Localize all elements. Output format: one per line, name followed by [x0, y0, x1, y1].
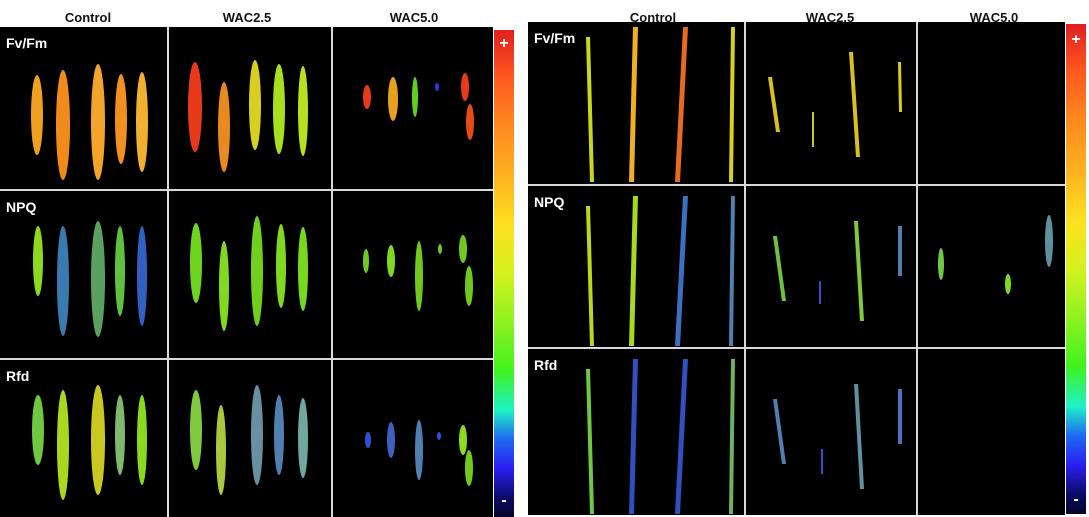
right-colorbar-minus: - — [1073, 491, 1079, 508]
leaf-images — [768, 52, 902, 157]
leaf-images — [773, 384, 902, 489]
leaf-images — [188, 60, 308, 172]
left-col-header-control: Control — [64, 10, 112, 25]
right-col-header-wac25: WAC2.5 — [805, 10, 855, 25]
right-cell-rfd-wac25 — [746, 349, 916, 515]
leaf-images — [586, 27, 735, 182]
leaf-images — [32, 385, 147, 500]
left-cell-npq-control: NPQ — [0, 191, 167, 358]
left-cell-npq-wac25 — [169, 191, 331, 358]
left-col-header-wac50: WAC5.0 — [389, 10, 439, 25]
leaf-images — [365, 420, 473, 486]
left-image-grid: Fv/Fm — [0, 27, 493, 517]
left-cell-fvfm-control: Fv/Fm — [0, 27, 167, 189]
right-col-header-control: Control — [629, 10, 677, 25]
left-col-header-wac25: WAC2.5 — [222, 10, 272, 25]
leaf-images — [938, 215, 1053, 294]
leaf-images — [586, 359, 735, 514]
right-cell-rfd-wac50 — [918, 349, 1065, 515]
leaf-images — [773, 221, 902, 321]
left-cell-rfd-wac25 — [169, 360, 331, 517]
left-cell-fvfm-wac50 — [333, 27, 493, 189]
left-colorbar-minus: - — [501, 492, 507, 509]
leaf-images — [33, 221, 147, 337]
right-cell-npq-control: NPQ — [528, 186, 744, 347]
leaf-images — [31, 64, 148, 180]
left-row-label-npq: NPQ — [6, 199, 37, 215]
right-col-header-wac50: WAC5.0 — [969, 10, 1019, 25]
left-colorbar: + - — [494, 30, 514, 517]
right-colorbar-plus: + — [1071, 31, 1081, 48]
right-image-grid: Fv/Fm NPQ — [528, 22, 1065, 515]
right-cell-fvfm-wac50 — [918, 22, 1065, 184]
right-row-label-fvfm: Fv/Fm — [534, 30, 576, 46]
right-cell-rfd-control: Rfd — [528, 349, 744, 515]
leaf-images — [190, 385, 308, 495]
left-cell-rfd-wac50 — [333, 360, 493, 517]
right-cell-fvfm-control: Fv/Fm — [528, 22, 744, 184]
right-row-label-npq: NPQ — [534, 194, 565, 210]
leaf-images — [190, 216, 308, 331]
leaf-images — [363, 235, 473, 311]
left-colorbar-plus: + — [499, 35, 509, 52]
right-figure-panel: Control WAC2.5 WAC5.0 Fv/Fm — [526, 0, 1089, 517]
right-cell-fvfm-wac25 — [746, 22, 916, 184]
left-cell-npq-wac50 — [333, 191, 493, 358]
left-cell-rfd-control: Rfd — [0, 360, 167, 517]
left-cell-fvfm-wac25 — [169, 27, 331, 189]
left-figure-panel: Control WAC2.5 WAC5.0 Fv/Fm — [0, 0, 518, 517]
right-row-label-rfd: Rfd — [534, 357, 558, 373]
leaf-images — [586, 196, 735, 346]
right-cell-npq-wac50 — [918, 186, 1065, 347]
left-row-label-rfd: Rfd — [6, 368, 30, 384]
right-colorbar: + - — [1066, 24, 1086, 514]
left-row-label-fvfm: Fv/Fm — [6, 35, 48, 51]
right-cell-npq-wac25 — [746, 186, 916, 347]
leaf-images — [363, 73, 474, 140]
